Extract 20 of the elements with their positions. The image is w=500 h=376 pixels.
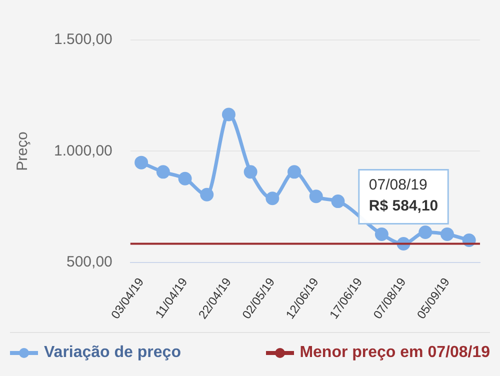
point [374,227,388,241]
point [222,108,236,122]
point [288,165,302,179]
point [266,192,280,206]
point [331,194,345,208]
legend-label: Variação de preço [44,344,181,362]
point [418,225,432,239]
point [178,172,192,186]
point [440,227,454,241]
legend-label: Menor preço em 07/08/19 [300,344,490,362]
point [156,165,170,179]
point [244,165,258,179]
point [200,188,214,202]
y-tick-label: 1.000,00 [54,142,112,160]
y-tick-label: 500,00 [66,254,112,271]
point [134,156,148,170]
y-tick-label: 1.500,00 [54,31,112,48]
y-axis-title: Preço [14,132,32,171]
point [309,190,323,204]
annotation: 07/08/19 R$ 584,10 [368,176,438,214]
